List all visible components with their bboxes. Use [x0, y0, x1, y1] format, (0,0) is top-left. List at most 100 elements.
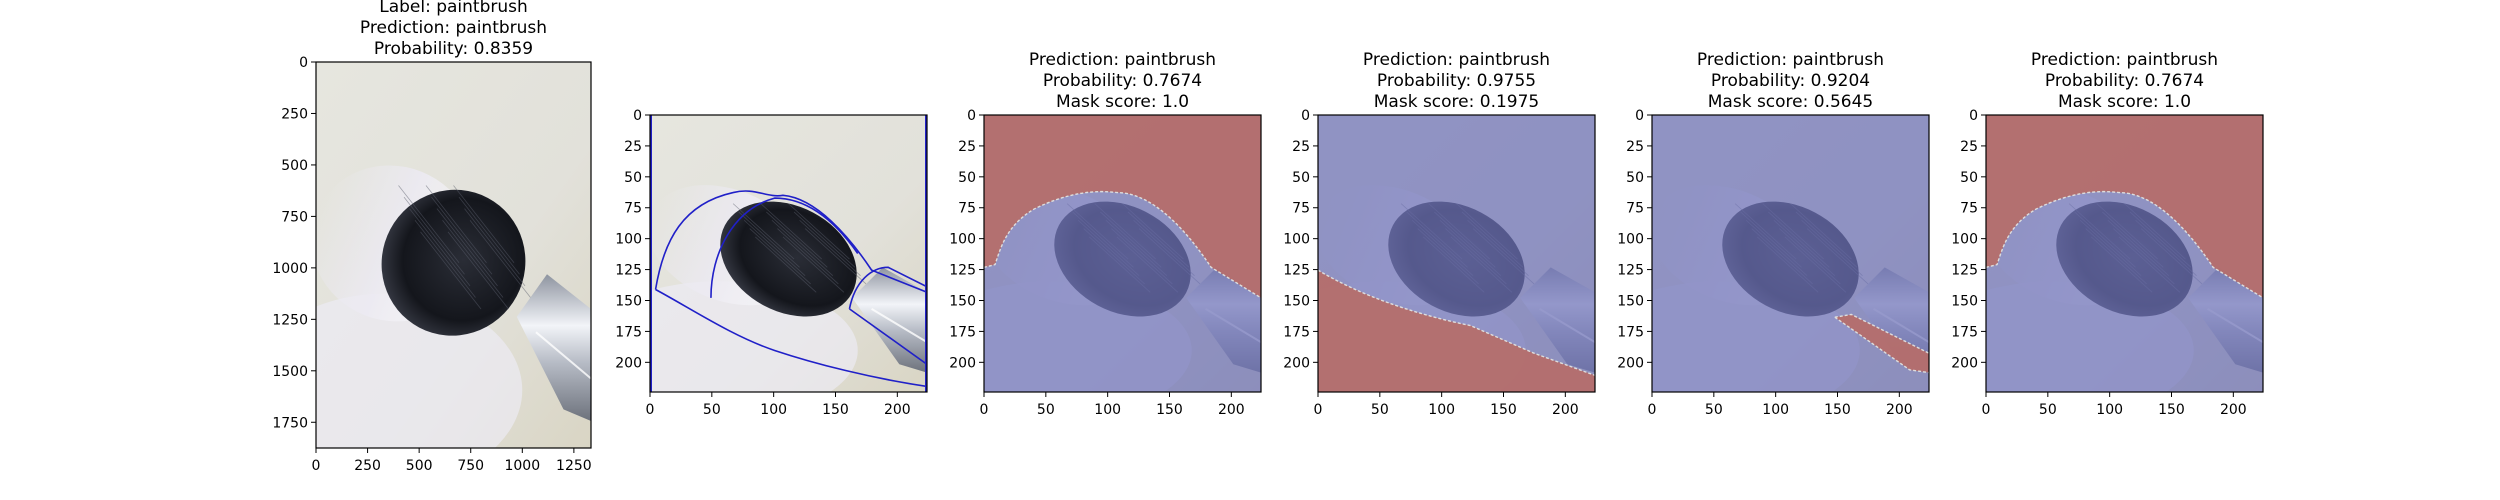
- y-tick-label: 100: [949, 232, 976, 248]
- y-tick-label: 25: [1626, 139, 1644, 155]
- panel-segment-contours: 0 50 100 150 200 0 25 50 75 100 125 150 175 200: [615, 108, 928, 418]
- y-tick-label: 0: [299, 55, 308, 71]
- panel-title-line: Mask score: 0.1975: [1374, 92, 1539, 112]
- axes-frame: [1317, 114, 1596, 393]
- y-tick-label: 750: [281, 209, 308, 225]
- y-tick-label: 0: [1301, 108, 1310, 124]
- x-tick-label: 200: [1552, 402, 1579, 418]
- y-tick-label: 75: [1626, 201, 1644, 217]
- x-tick-label: 500: [406, 458, 433, 474]
- x-tick-label: 200: [1218, 402, 1245, 418]
- x-tick-label: 0: [1314, 402, 1323, 418]
- x-tick-label: 100: [1094, 402, 1121, 418]
- x-tick-label: 100: [1762, 402, 1789, 418]
- x-tick-label: 0: [312, 458, 321, 474]
- x-tick-label: 150: [1824, 402, 1851, 418]
- y-tick-label: 125: [949, 263, 976, 279]
- x-tick-label: 100: [1428, 402, 1455, 418]
- y-tick-label: 125: [1951, 263, 1978, 279]
- x-tick-label: 50: [703, 402, 721, 418]
- y-tick-label: 75: [958, 201, 976, 217]
- x-tick-label: 200: [1886, 402, 1913, 418]
- x-tick-label: 50: [1371, 402, 1389, 418]
- panel-title-line: Label: paintbrush: [379, 0, 528, 17]
- y-tick-label: 75: [1292, 201, 1310, 217]
- y-tick-label: 100: [1951, 232, 1978, 248]
- panel-title-line: Prediction: paintbrush: [1363, 50, 1550, 70]
- y-tick-label: 50: [624, 170, 642, 186]
- y-tick-label: 100: [1283, 232, 1310, 248]
- panel-title-line: Probability: 0.9204: [1711, 71, 1870, 91]
- y-tick-label: 25: [958, 139, 976, 155]
- panel-title-line: Prediction: paintbrush: [2031, 50, 2218, 70]
- panel-title-line: Mask score: 1.0: [1056, 92, 1189, 112]
- y-tick-label: 1750: [272, 415, 308, 431]
- x-tick-label: 200: [884, 402, 911, 418]
- x-tick-label: 1000: [504, 458, 540, 474]
- panel-title-line: Prediction: paintbrush: [1697, 50, 1884, 70]
- panel-title-line: Prediction: paintbrush: [360, 18, 547, 38]
- y-tick-label: 100: [1617, 232, 1644, 248]
- y-tick-label: 150: [615, 293, 642, 309]
- panel-image-5: [1986, 115, 2263, 392]
- x-tick-label: 0: [1982, 402, 1991, 418]
- panel-original: 0 250 500 750 1000 1250 0 250 500 750 1000 1250 1500…: [272, 0, 592, 474]
- panel-mask-4: 0 50 100 150 200 0 25 50 75 100 125 150 175 200 Predic…: [1951, 50, 2264, 418]
- y-tick-label: 175: [1283, 324, 1310, 340]
- axes-frame: [315, 61, 592, 449]
- axes-frame: [983, 114, 1262, 393]
- y-tick-label: 200: [1617, 355, 1644, 371]
- panel-image-0: [316, 62, 591, 448]
- y-tick-label: 50: [958, 170, 976, 186]
- panel-mask-2: 0 50 100 150 200 0 25 50 75 100 125 150 175 200 Predic…: [1283, 50, 1596, 418]
- y-tick-label: 1000: [272, 261, 308, 277]
- panel-mask-1: 0 50 100 150 200 0 25 50 75 100 125 150 175 200 Predic…: [949, 50, 1262, 418]
- panel-title-line: Mask score: 1.0: [2058, 92, 2191, 112]
- x-tick-label: 250: [354, 458, 381, 474]
- y-tick-label: 25: [1292, 139, 1310, 155]
- y-tick-label: 0: [967, 108, 976, 124]
- x-tick-label: 100: [2096, 402, 2123, 418]
- x-tick-label: 50: [1037, 402, 1055, 418]
- panel-image-4: [1652, 115, 1929, 392]
- y-tick-label: 200: [615, 355, 642, 371]
- y-tick-label: 50: [1960, 170, 1978, 186]
- y-tick-label: 125: [1617, 263, 1644, 279]
- panel-title-line: Probability: 0.7674: [2045, 71, 2204, 91]
- panel-mask-3: 0 50 100 150 200 0 25 50 75 100 125 150 175 200 Predic…: [1617, 50, 1930, 418]
- x-tick-label: 150: [822, 402, 849, 418]
- x-tick-label: 200: [2220, 402, 2247, 418]
- y-tick-label: 0: [1635, 108, 1644, 124]
- x-tick-label: 50: [2039, 402, 2057, 418]
- x-tick-label: 0: [646, 402, 655, 418]
- y-tick-label: 100: [615, 232, 642, 248]
- panel-title-line: Prediction: paintbrush: [1029, 50, 1216, 70]
- y-tick-label: 175: [1617, 324, 1644, 340]
- axes-frame: [1651, 114, 1930, 393]
- y-tick-label: 1250: [272, 312, 308, 328]
- panel-image-1: [650, 115, 927, 392]
- y-tick-label: 0: [1969, 108, 1978, 124]
- y-tick-label: 125: [615, 263, 642, 279]
- y-tick-label: 175: [615, 324, 642, 340]
- y-tick-label: 150: [1617, 293, 1644, 309]
- x-tick-label: 750: [457, 458, 484, 474]
- x-tick-label: 0: [980, 402, 989, 418]
- x-tick-label: 50: [1705, 402, 1723, 418]
- y-tick-label: 25: [624, 139, 642, 155]
- y-tick-label: 50: [1626, 170, 1644, 186]
- x-tick-label: 0: [1648, 402, 1657, 418]
- panel-image-2: [984, 115, 1261, 392]
- x-tick-label: 150: [2158, 402, 2185, 418]
- y-tick-label: 125: [1283, 263, 1310, 279]
- y-tick-label: 1500: [272, 364, 308, 380]
- x-tick-label: 100: [760, 402, 787, 418]
- y-tick-label: 175: [1951, 324, 1978, 340]
- y-tick-label: 200: [949, 355, 976, 371]
- panel-image-3: [1318, 115, 1595, 392]
- y-tick-label: 25: [1960, 139, 1978, 155]
- panel-title-line: Probability: 0.8359: [374, 39, 533, 59]
- x-tick-label: 150: [1490, 402, 1517, 418]
- y-tick-label: 500: [281, 158, 308, 174]
